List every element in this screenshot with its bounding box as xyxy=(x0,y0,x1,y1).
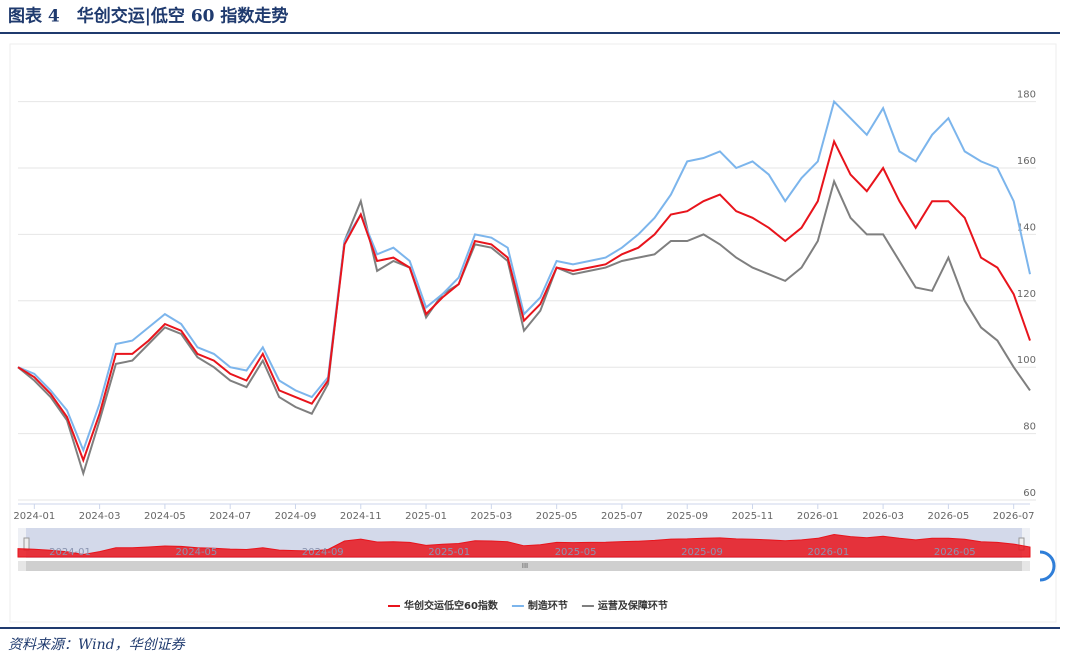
navigator-label: 2024-05 xyxy=(176,547,218,558)
x-tick-label: 2024-03 xyxy=(79,511,121,522)
navigator-label: 2024-01 xyxy=(49,547,91,558)
y-tick-label: 140 xyxy=(1017,222,1036,233)
navigator-handle[interactable] xyxy=(23,537,30,551)
chart-title: 图表 4 华创交运|低空 60 指数走势 xyxy=(8,6,288,27)
navigator-label: 2024-09 xyxy=(302,547,344,558)
navigator-label: 2025-01 xyxy=(428,547,470,558)
navigator-area xyxy=(17,533,1031,558)
x-tick-label: 2024-09 xyxy=(275,511,317,522)
navigator-label: 2026-05 xyxy=(934,547,976,558)
y-tick-label: 180 xyxy=(1017,90,1036,101)
x-tick-label: 2024-01 xyxy=(13,511,55,522)
x-tick-label: 2026-07 xyxy=(993,511,1035,522)
x-tick-label: 2024-05 xyxy=(144,511,186,522)
y-tick-label: 160 xyxy=(1017,156,1036,167)
scrollbar-thumb[interactable] xyxy=(26,561,1022,571)
chart-panel xyxy=(9,43,1057,623)
x-tick-label: 2025-05 xyxy=(536,511,578,522)
source-note: 资料来源：Wind，华创证券 xyxy=(8,637,186,653)
reset-button[interactable] xyxy=(1039,550,1056,582)
legend-label: 制造环节 xyxy=(528,599,568,612)
x-tick-label: 2026-05 xyxy=(927,511,969,522)
x-tick-label: 2025-11 xyxy=(732,511,774,522)
navigator-label: 2025-05 xyxy=(555,547,597,558)
series-line xyxy=(17,99,1031,454)
x-tick-label: 2024-07 xyxy=(209,511,251,522)
navigator-label: 2026-01 xyxy=(808,547,850,558)
x-tick-label: 2025-07 xyxy=(601,511,643,522)
series-line xyxy=(17,178,1031,477)
x-tick-label: 2025-03 xyxy=(470,511,512,522)
x-tick-label: 2026-01 xyxy=(797,511,839,522)
y-tick-label: 120 xyxy=(1017,289,1036,300)
x-tick-label: 2025-01 xyxy=(405,511,447,522)
x-tick-label: 2025-09 xyxy=(666,511,708,522)
scrollbar-grip: III xyxy=(522,562,528,570)
x-tick-label: 2024-11 xyxy=(340,511,382,522)
navigator-label: 2025-09 xyxy=(681,547,723,558)
legend-label: 华创交运低空60指数 xyxy=(404,599,499,612)
x-tick-label: 2026-03 xyxy=(862,511,904,522)
legend-label: 运营及保障环节 xyxy=(598,599,668,612)
y-tick-label: 80 xyxy=(1023,422,1036,433)
y-tick-label: 100 xyxy=(1017,355,1036,366)
y-tick-label: 60 xyxy=(1023,488,1036,499)
series-line xyxy=(17,138,1031,464)
